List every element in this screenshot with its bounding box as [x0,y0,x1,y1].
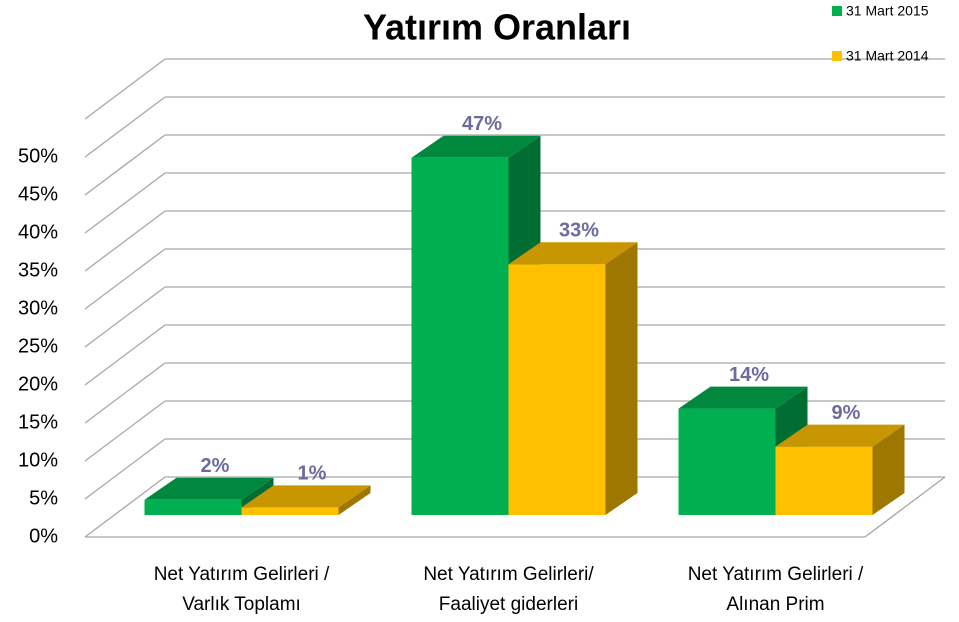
bar [775,446,873,515]
y-tick-label: 20% [18,373,58,395]
data-label: 1% [298,463,327,485]
y-tick-label: 0% [29,525,58,547]
bar-top [144,477,274,500]
y-tick-label: 50% [18,145,58,167]
grid-line [84,438,166,500]
data-label: 14% [729,364,769,386]
wall-edge [84,58,166,120]
grid-line [84,172,166,234]
grid-line [84,96,166,158]
bar [678,408,776,515]
bar-top [508,242,638,265]
bar-top [241,485,371,508]
y-tick-label: 5% [29,487,58,509]
bar-side [338,485,371,515]
x-tick-label: Net Yatırım Gelirleri / Alınan Prim [687,564,864,615]
bar-side [872,424,905,515]
bar-top [411,135,541,158]
bar [508,264,606,515]
legend-swatch [832,6,842,16]
bar-top [775,424,905,447]
legend-swatch [832,51,842,61]
x-tick-label: Net Yatırım Gelirleri/ Faaliyet giderler… [423,564,594,615]
floor-edge [864,476,946,538]
bar-side [605,242,638,515]
bar [144,499,242,515]
data-label: 47% [462,113,502,135]
y-tick-label: 10% [18,449,58,471]
bar-top [678,386,808,409]
y-tick-label: 25% [18,335,58,357]
y-tick-label: 30% [18,297,58,319]
bar [411,157,509,516]
chart-title: Yatırım Oranları [363,7,631,48]
y-tick-label: 40% [18,221,58,243]
grid-line [84,248,166,310]
legend-label: 31 Mart 2014 [846,48,929,64]
grid-line [84,210,166,272]
data-label: 2% [201,455,230,477]
y-tick-label: 15% [18,411,58,433]
grid-line [84,400,166,462]
legend-label: 31 Mart 2015 [846,3,929,19]
y-tick-label: 45% [18,183,58,205]
y-tick-label: 35% [18,259,58,281]
grid-line [84,362,166,424]
data-label: 9% [832,402,861,424]
x-tick-label: Net Yatırım Gelirleri / Varlık Toplamı [153,564,330,615]
data-label: 33% [559,219,599,241]
grid-line [84,324,166,386]
grid-line [84,476,166,538]
grid-line [84,286,166,348]
bar [241,507,339,515]
grid-line [84,134,166,196]
